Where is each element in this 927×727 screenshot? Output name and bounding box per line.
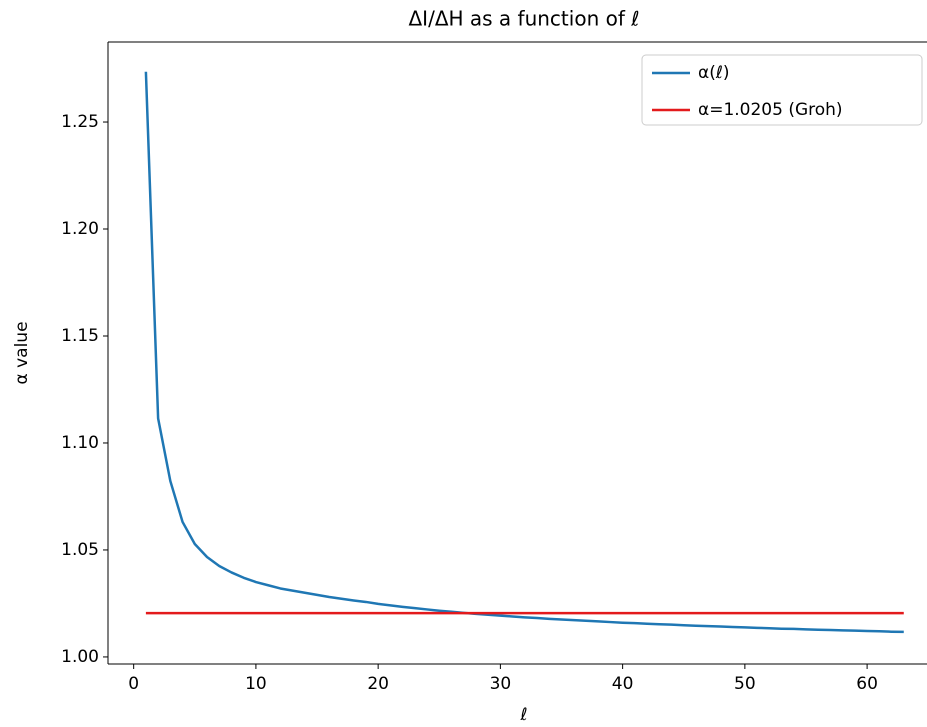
y-tick-label: 1.10 bbox=[61, 433, 99, 453]
x-tick-label: 60 bbox=[856, 674, 878, 694]
series-line bbox=[144, 71, 904, 634]
y-tick-label: 1.15 bbox=[61, 326, 99, 346]
x-tick-label: 30 bbox=[490, 674, 512, 694]
y-axis-label: α value bbox=[12, 321, 32, 384]
x-tick-label: 40 bbox=[612, 674, 634, 694]
legend-label: α=1.0205 (Groh) bbox=[698, 100, 843, 120]
x-axis-label: ℓ bbox=[519, 705, 527, 725]
y-tick-label: 1.25 bbox=[61, 112, 99, 132]
legend-box bbox=[641, 54, 923, 126]
chart-title: ΔI/ΔH as a function of ℓ bbox=[409, 7, 640, 31]
x-tick-label: 0 bbox=[128, 674, 139, 694]
y-tick-label: 1.05 bbox=[61, 540, 99, 560]
y-tick-label: 1.00 bbox=[61, 647, 99, 667]
x-tick-label: 10 bbox=[245, 674, 267, 694]
legend-label: α(ℓ) bbox=[698, 63, 730, 83]
x-tick-label: 20 bbox=[367, 674, 389, 694]
x-tick-label: 50 bbox=[734, 674, 756, 694]
y-tick-label: 1.20 bbox=[61, 219, 99, 239]
